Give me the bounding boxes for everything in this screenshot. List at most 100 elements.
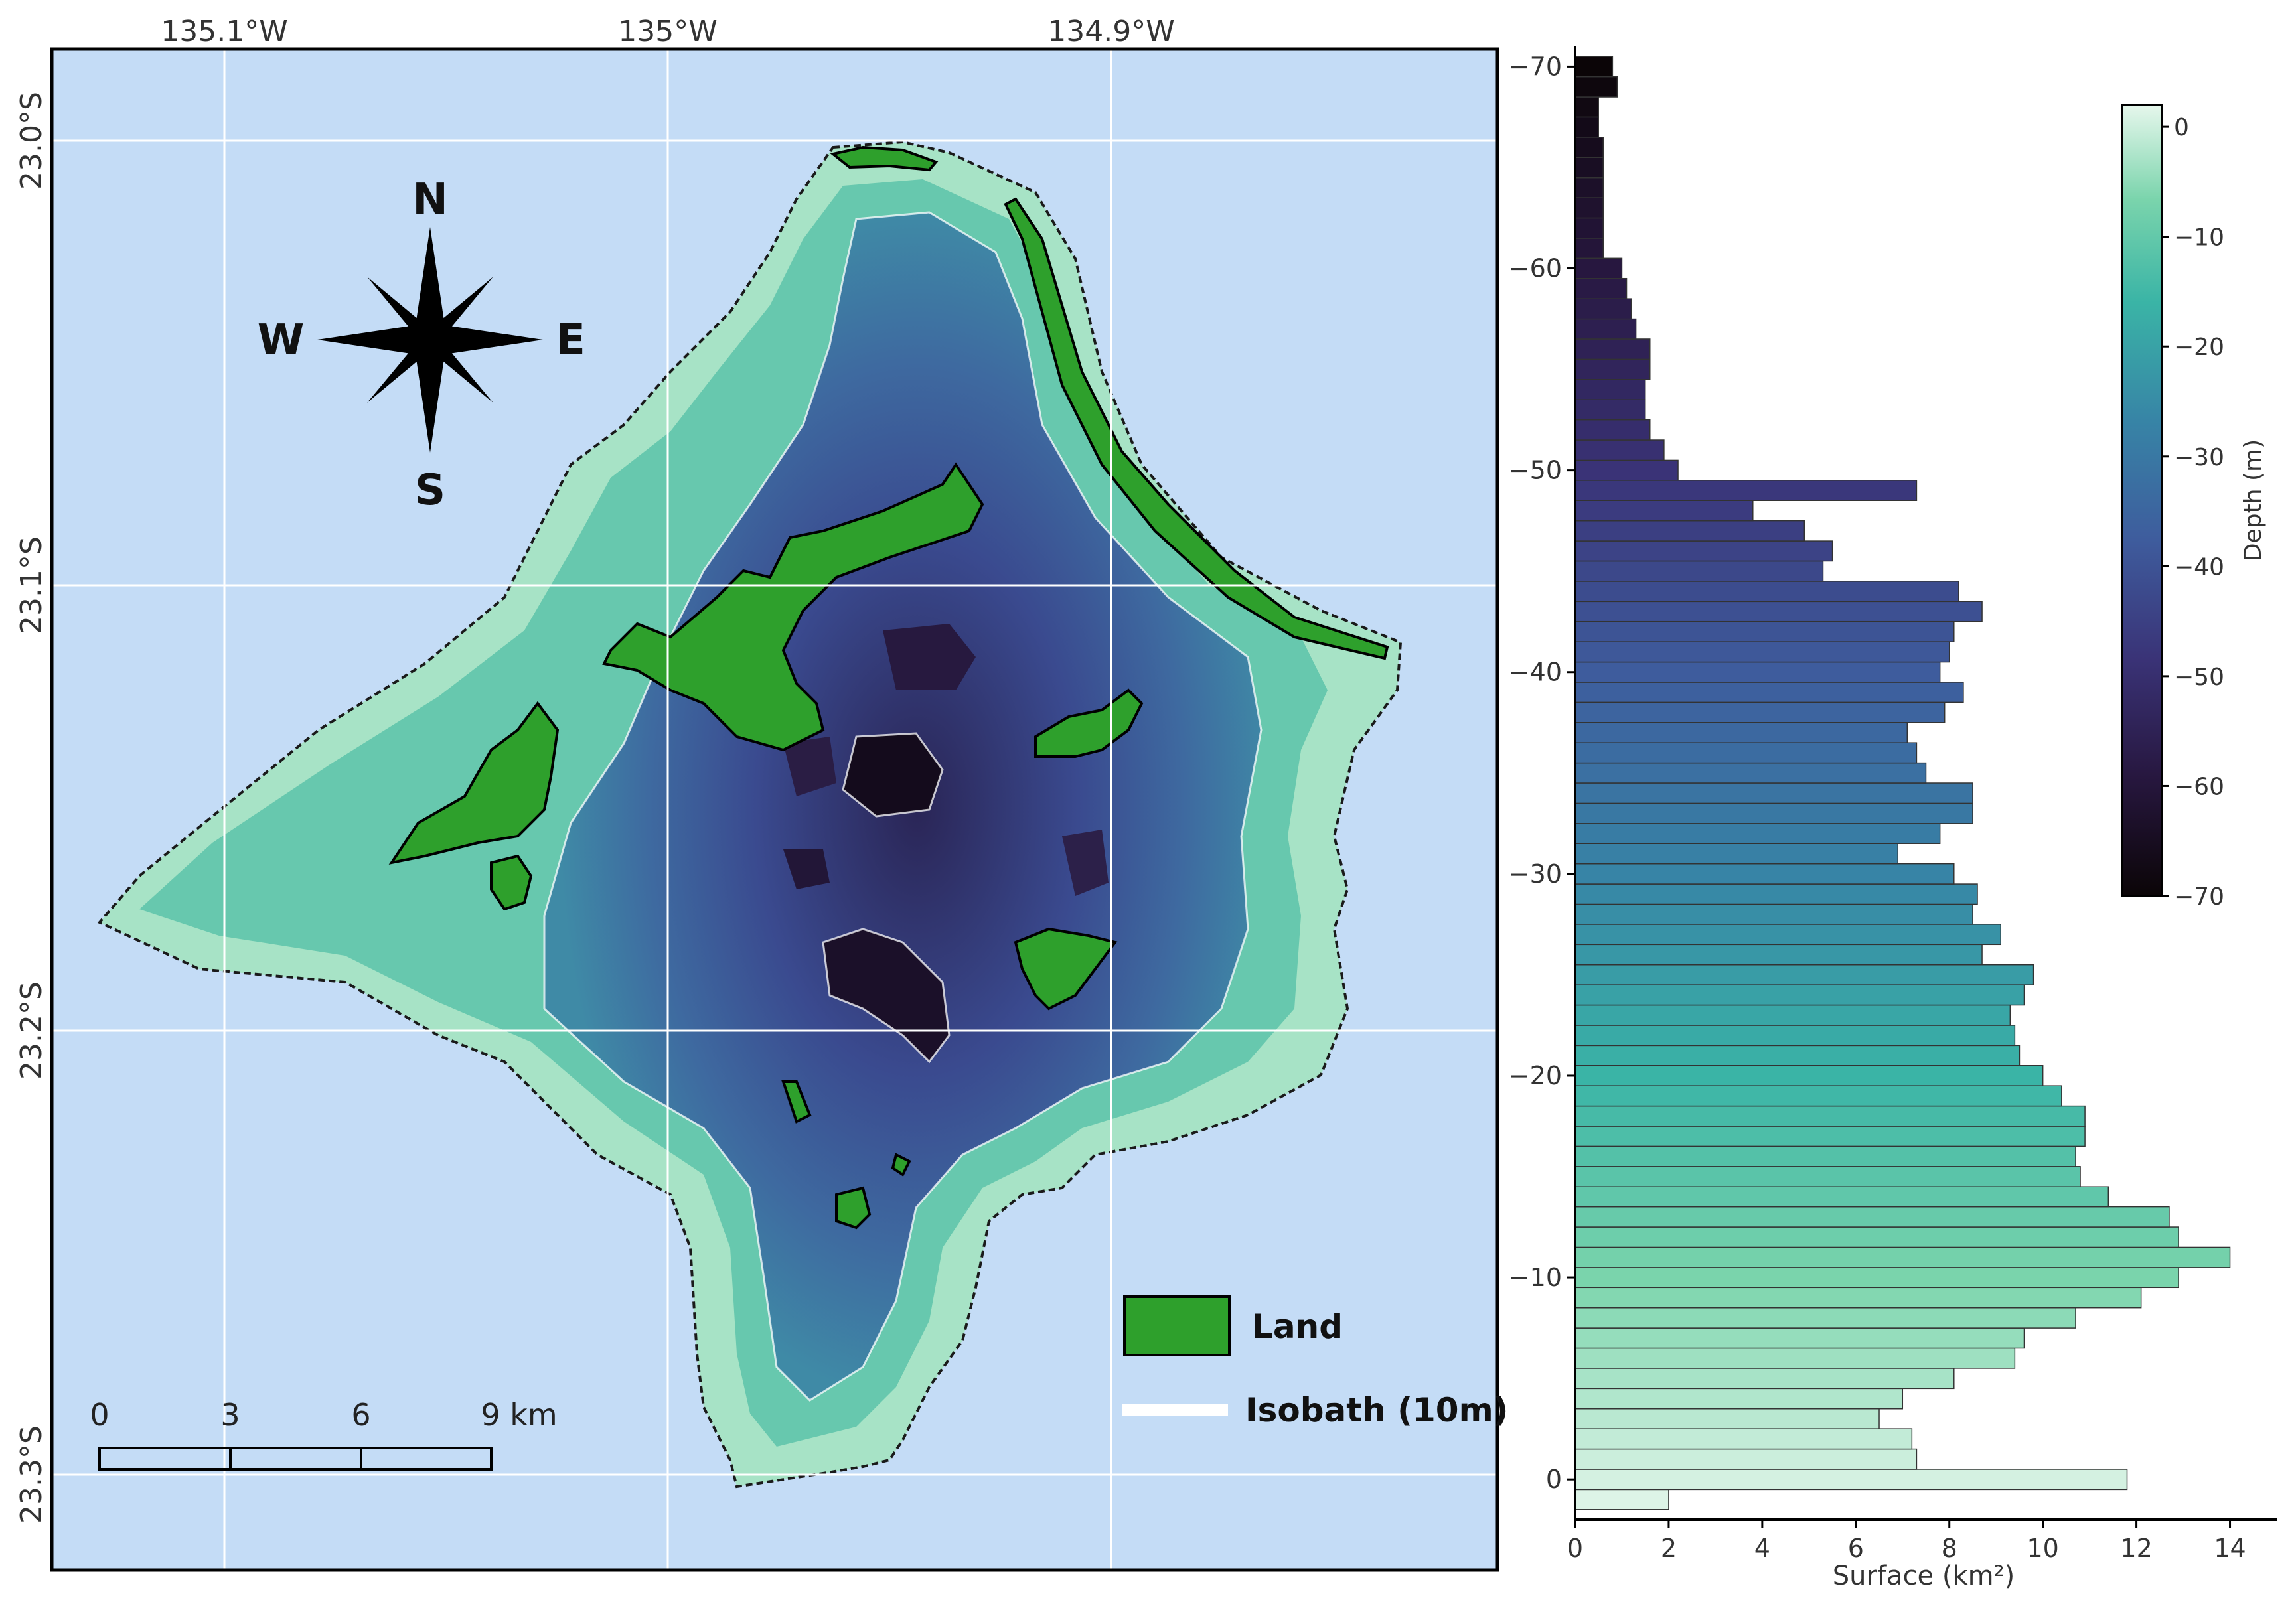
land-island [1014, 927, 1118, 1011]
histogram-bar [1574, 379, 1646, 400]
x-tick-label: 10 [2027, 1534, 2058, 1563]
histogram-bar [1574, 500, 1754, 522]
histogram-bar [1574, 76, 1618, 98]
x-tick-label: 4 [1754, 1534, 1770, 1563]
land-island [835, 1186, 872, 1230]
histogram-bar [1574, 1408, 1880, 1429]
colorbar-tick-label: −50 [2174, 664, 2224, 691]
y-tick-label: −50 [1509, 456, 1562, 485]
compass-star [367, 277, 493, 403]
lagoon-basin [1062, 830, 1109, 896]
histogram-bar [1574, 459, 1679, 481]
colorbar: 0 −10 −20 −30 −40 −50 −60 −70 Depth (m) [2121, 104, 2267, 910]
scale-bar-label: 0 [90, 1397, 109, 1433]
scale-bar: 0 3 6 9 km [90, 1397, 558, 1471]
map-gridlines [52, 49, 1497, 1570]
histogram-bar [1574, 56, 1614, 78]
histogram-bar [1574, 520, 1805, 542]
compass-e: E [556, 316, 585, 365]
histogram-bar [1574, 924, 2001, 946]
histogram-bar [1574, 1368, 1955, 1390]
histogram-bars [1574, 56, 2231, 1510]
map-legend: Land Isobath (10m) [1122, 1295, 1509, 1429]
land-island [388, 701, 560, 865]
histogram-bar [1574, 1206, 2170, 1228]
histogram-bar [1574, 1489, 1669, 1510]
histogram-bar [1574, 277, 1628, 299]
histogram-bar [1574, 399, 1646, 421]
y-tick-label: −70 [1509, 52, 1562, 81]
histogram-bar [1574, 601, 1983, 622]
histogram-bar [1574, 419, 1651, 441]
histogram-bar [1574, 177, 1604, 198]
x-axis-label: Surface (km²) [1833, 1561, 2015, 1591]
y-tick-label: −30 [1509, 859, 1562, 889]
histogram-bar [1574, 1469, 2128, 1491]
scale-bar-label: 6 [351, 1397, 370, 1433]
y-tick-label: −20 [1509, 1061, 1562, 1090]
histogram-bar [1574, 944, 1983, 966]
histogram-bar [1574, 1145, 2076, 1167]
colorbar-tick-label: 0 [2174, 114, 2189, 141]
histogram-bar [1574, 560, 1824, 582]
x-tick-label: 14 [2214, 1534, 2246, 1563]
histogram-bar [1574, 782, 1973, 804]
lagoon-basin [843, 733, 943, 816]
histogram-bar [1574, 682, 1964, 703]
land-island [891, 1153, 911, 1177]
colorbar-tick-label: −60 [2174, 773, 2224, 800]
histogram-bar [1574, 1347, 2016, 1369]
histogram-bar [1574, 157, 1604, 179]
histogram-bar [1574, 883, 1978, 905]
histogram-bar [1574, 1246, 2231, 1268]
histogram-bar [1574, 1025, 2016, 1047]
histogram-bar [1574, 843, 1898, 865]
scale-bar-label: 3 [220, 1397, 240, 1433]
histogram-bar [1574, 1186, 2109, 1208]
x-ticks: 0 2 4 6 8 10 12 14 [1567, 1520, 2246, 1563]
scale-bar-label: 9 km [481, 1397, 557, 1433]
histogram-bar [1574, 641, 1950, 663]
histogram-bar [1574, 257, 1623, 279]
lat-tick-label: 23.0°S [15, 92, 48, 190]
colorbar-ticks: 0 −10 −20 −30 −40 −50 −60 −70 [2162, 114, 2224, 910]
histogram-bar [1574, 964, 2034, 985]
histogram-bar [1574, 217, 1604, 239]
x-tick-label: 0 [1567, 1534, 1583, 1563]
colorbar-tick-label: −70 [2174, 883, 2224, 910]
histogram-bar [1574, 358, 1651, 380]
compass-s: S [415, 466, 445, 515]
histogram-bar [1574, 1166, 2081, 1187]
land-island [602, 462, 984, 752]
land-island [830, 145, 939, 172]
histogram-bar [1574, 1388, 1904, 1410]
colorbar-tick-label: −20 [2174, 334, 2224, 361]
legend-land-label: Land [1252, 1307, 1343, 1346]
map-frame [50, 47, 1499, 1572]
histogram-bar [1574, 338, 1651, 360]
colorbar-gradient [2121, 104, 2163, 897]
histogram-bar [1574, 1327, 2025, 1349]
histogram-bar [1574, 903, 1973, 925]
histogram-bar [1574, 197, 1604, 219]
histogram-bar [1574, 1045, 2021, 1066]
histogram-bar [1574, 96, 1599, 118]
y-ticks: −70 −60 −50 −40 −30 −20 −10 0 [1509, 52, 1575, 1494]
lat-tick-label: 23.1°S [15, 536, 48, 634]
histogram-bar [1574, 661, 1941, 683]
y-tick-label: −40 [1509, 658, 1562, 687]
land-island [1004, 197, 1389, 660]
histogram-bar [1574, 1126, 2086, 1147]
x-tick-label: 6 [1848, 1534, 1864, 1563]
lagoon-basin [883, 624, 976, 690]
lon-tick-label: 135°W [618, 15, 718, 48]
histogram-bar [1574, 1105, 2086, 1127]
land-island [1034, 688, 1144, 758]
histogram-bar [1574, 1085, 2062, 1107]
histogram-bar [1574, 762, 1927, 784]
colorbar-tick-label: −30 [2174, 444, 2224, 471]
histogram-bar [1574, 742, 1918, 764]
land-masses [388, 145, 1389, 1230]
histogram-bar [1574, 480, 1918, 501]
